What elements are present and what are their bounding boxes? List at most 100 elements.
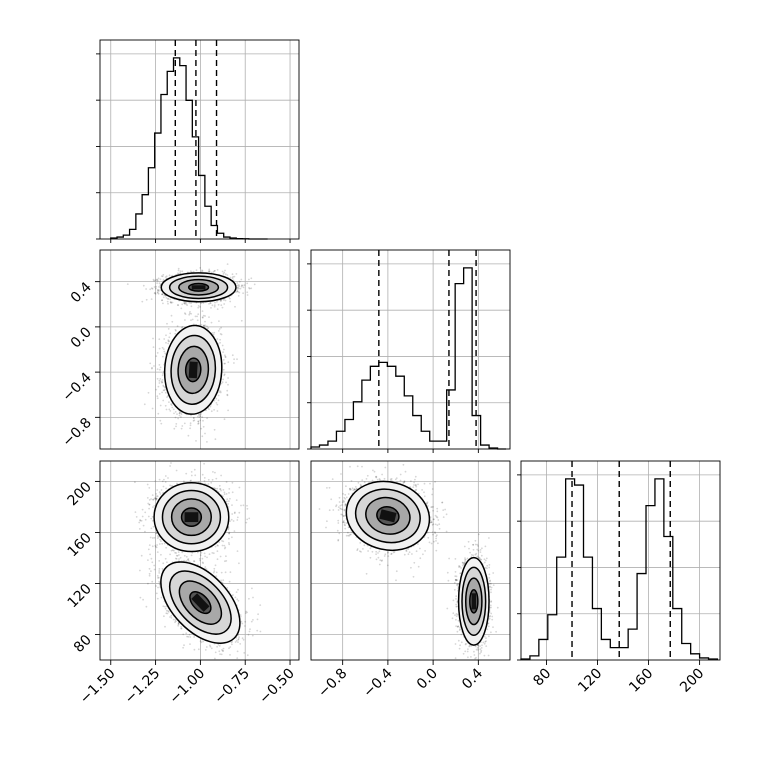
scatter-point bbox=[228, 537, 230, 540]
scatter-point bbox=[161, 381, 163, 384]
scatter-point bbox=[437, 542, 439, 545]
scatter-point bbox=[360, 551, 362, 553]
scatter-point bbox=[207, 327, 210, 329]
scatter-point bbox=[145, 605, 148, 608]
scatter-point bbox=[170, 301, 172, 304]
scatter-point bbox=[231, 273, 234, 276]
scatter-point bbox=[135, 516, 138, 518]
scatter-point bbox=[379, 479, 381, 481]
scatter-point bbox=[250, 620, 253, 623]
scatter-point bbox=[197, 423, 200, 425]
scatter-point bbox=[228, 542, 230, 544]
scatter-point bbox=[190, 471, 193, 473]
scatter-point bbox=[207, 483, 210, 485]
scatter-point bbox=[196, 315, 199, 318]
scatter-point bbox=[169, 332, 172, 335]
scatter-point bbox=[343, 508, 346, 511]
scatter-point bbox=[427, 505, 429, 507]
scatter-point bbox=[363, 481, 366, 484]
scatter-point bbox=[201, 561, 204, 564]
scatter-point bbox=[226, 263, 229, 265]
scatter-point bbox=[337, 538, 340, 541]
scatter-point bbox=[186, 304, 189, 307]
scatter-point bbox=[163, 615, 165, 618]
scatter-point bbox=[238, 285, 241, 288]
scatter-point bbox=[152, 506, 154, 508]
scatter-point bbox=[190, 305, 193, 308]
scatter-point bbox=[147, 548, 150, 551]
scatter-point bbox=[219, 488, 222, 490]
scatter-point bbox=[246, 518, 249, 521]
scatter-point bbox=[152, 525, 155, 528]
scatter-point bbox=[163, 350, 166, 353]
scatter-point bbox=[424, 550, 426, 552]
scatter-point bbox=[240, 285, 243, 288]
scatter-point bbox=[202, 562, 205, 565]
scatter-point bbox=[351, 487, 354, 490]
scatter-point bbox=[182, 646, 185, 649]
scatter-point bbox=[231, 277, 234, 280]
scatter-point bbox=[378, 478, 381, 480]
scatter-point bbox=[201, 557, 204, 560]
scatter-point bbox=[142, 598, 145, 601]
scatter-point bbox=[158, 570, 161, 572]
scatter-point bbox=[204, 649, 207, 651]
scatter-point bbox=[239, 287, 242, 290]
scatter-point bbox=[155, 278, 158, 281]
scatter-point bbox=[166, 396, 168, 398]
contour-line bbox=[184, 357, 202, 383]
scatter-point bbox=[210, 271, 213, 274]
scatter-point bbox=[236, 519, 239, 521]
scatter-point bbox=[435, 540, 437, 542]
scatter-point bbox=[179, 270, 182, 272]
scatter-point bbox=[190, 270, 192, 273]
scatter-point bbox=[246, 282, 249, 285]
scatter-point bbox=[165, 275, 168, 278]
scatter-point bbox=[153, 279, 155, 282]
scatter-point bbox=[177, 272, 179, 275]
scatter-point bbox=[149, 288, 152, 291]
scatter-point bbox=[240, 620, 243, 623]
scatter-point bbox=[150, 570, 152, 572]
scatter-point bbox=[399, 473, 402, 476]
scatter-point bbox=[229, 646, 232, 648]
scatter-point bbox=[232, 520, 235, 522]
scatter-point bbox=[181, 303, 184, 306]
scatter-point bbox=[354, 486, 357, 488]
scatter-point bbox=[183, 554, 186, 557]
scatter-point bbox=[211, 304, 214, 307]
scatter-point bbox=[139, 569, 141, 572]
scatter-point bbox=[155, 497, 158, 500]
scatter-point bbox=[337, 509, 340, 511]
scatter-point bbox=[431, 524, 434, 526]
scatter-point bbox=[403, 553, 406, 556]
scatter-point bbox=[236, 290, 239, 292]
scatter-point bbox=[159, 278, 162, 281]
scatter-point bbox=[202, 419, 204, 422]
scatter-point bbox=[201, 316, 204, 318]
scatter-point bbox=[198, 413, 201, 416]
scatter-point bbox=[161, 480, 164, 483]
scatter-point bbox=[379, 559, 382, 562]
scatter-point bbox=[213, 270, 216, 272]
scatter-point bbox=[156, 292, 159, 294]
scatter-point bbox=[158, 572, 161, 574]
scatter-point bbox=[156, 279, 159, 282]
scatter-point bbox=[161, 293, 164, 296]
scatter-point bbox=[218, 328, 221, 330]
scatter-point bbox=[138, 528, 141, 530]
scatter-point bbox=[423, 482, 426, 485]
scatter-point bbox=[387, 552, 389, 554]
scatter-point bbox=[199, 415, 202, 418]
scatter-point bbox=[151, 515, 154, 518]
scatter-point bbox=[227, 502, 230, 505]
scatter-point bbox=[157, 586, 159, 589]
scatter-point bbox=[230, 518, 233, 521]
scatter-point bbox=[228, 531, 231, 534]
scatter-point bbox=[423, 495, 426, 498]
scatter-point bbox=[426, 502, 428, 505]
scatter-point bbox=[209, 302, 212, 305]
scatter-point bbox=[224, 273, 227, 276]
scatter-point bbox=[164, 607, 167, 610]
scatter-point bbox=[221, 544, 224, 547]
